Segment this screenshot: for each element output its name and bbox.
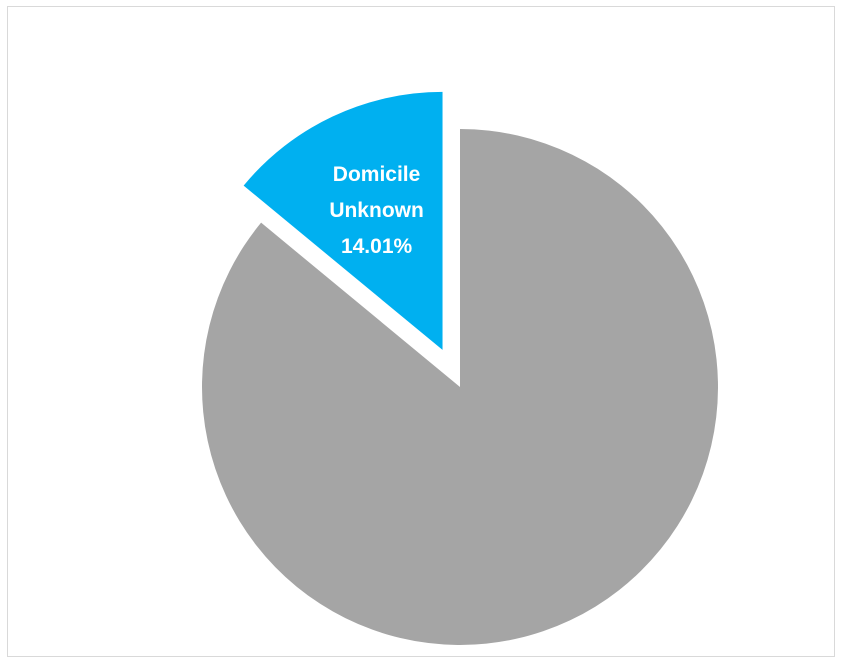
data-label-line-2: Unknown [329,199,424,222]
data-label-line-1: Domicile [333,163,421,186]
pie-slices [201,91,718,646]
pie-data-labels: Domicile Unknown 14.01% [329,163,424,258]
data-label-line-3: 14.01% [341,235,413,258]
pie-slice-domicile-unknown [243,91,443,350]
pie-slice-other [201,129,718,646]
